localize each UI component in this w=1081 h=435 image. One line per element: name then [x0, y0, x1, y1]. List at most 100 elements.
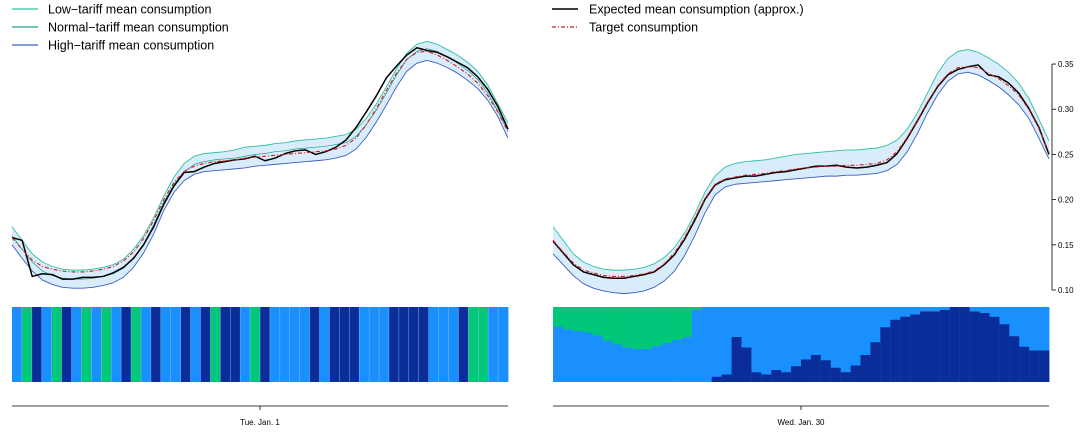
- share-high: [890, 319, 901, 382]
- y-axis: 0.10 0.15 0.20 0.25 0.30 0.35: [1051, 60, 1074, 295]
- tariff-bar-low: [51, 307, 62, 382]
- tariff-bar-normal: [160, 307, 172, 382]
- legend-label-expected: Expected mean consumption (approx.): [589, 3, 804, 17]
- share-high: [840, 372, 851, 382]
- tariff-bar-high: [180, 307, 191, 382]
- share-normal: [801, 307, 812, 382]
- tariff-bar-high: [329, 307, 340, 382]
- panel-right: [552, 49, 1050, 382]
- tariff-bar-normal: [299, 307, 310, 382]
- tariff-bar-normal: [438, 307, 449, 382]
- share-low: [662, 307, 673, 343]
- share-normal: [572, 307, 584, 382]
- legend-item-low: Low−tariff mean consumption: [12, 3, 211, 17]
- tariff-bar-low: [81, 307, 92, 382]
- share-normal: [553, 307, 564, 382]
- legend-right: Expected mean consumption (approx.) Targ…: [552, 3, 804, 35]
- share-normal: [681, 307, 693, 382]
- share-normal: [691, 307, 703, 382]
- share-high: [949, 307, 961, 382]
- share-high: [870, 342, 881, 382]
- tariff-bar-high: [31, 307, 43, 382]
- share-normal: [781, 307, 792, 382]
- legend-label-target: Target consumption: [589, 21, 698, 35]
- share-high: [731, 337, 742, 382]
- tariff-bar-normal: [111, 307, 122, 382]
- tariff-bar-high: [61, 307, 72, 382]
- date-label-right: Wed. Jan. 30: [778, 418, 826, 427]
- y-tick-label: 0.35: [1058, 60, 1074, 69]
- tariff-bar-low: [250, 307, 261, 382]
- tariff-bar-normal: [289, 307, 301, 382]
- share-high: [1009, 336, 1020, 382]
- tariff-bar-normal: [91, 307, 102, 382]
- tariff-bar-high: [418, 307, 430, 382]
- tariff-bar-normal: [379, 307, 390, 382]
- share-low: [622, 307, 633, 348]
- share-high: [791, 366, 802, 382]
- tariff-bar-high: [260, 307, 271, 382]
- share-low: [652, 307, 663, 346]
- share-high: [1029, 350, 1040, 382]
- y-tick-label: 0.20: [1058, 196, 1074, 205]
- share-high: [830, 367, 842, 382]
- share-high: [969, 311, 980, 382]
- share-high: [1019, 346, 1030, 382]
- share-high: [880, 327, 891, 382]
- share-low: [642, 307, 653, 349]
- tariff-bar-high: [408, 307, 420, 382]
- share-high: [989, 316, 1000, 382]
- tariff-bar-high: [150, 307, 162, 382]
- tariff-bar-low: [210, 307, 221, 382]
- tariff-bar-normal: [170, 307, 182, 382]
- tariff-bar-normal: [319, 307, 330, 382]
- tariff-bar-high: [339, 307, 350, 382]
- panel-left: [11, 40, 509, 382]
- share-normal: [791, 307, 802, 382]
- high-tariff-line: [552, 71, 1050, 295]
- share-normal: [662, 307, 673, 382]
- share-low: [553, 307, 564, 327]
- share-low: [612, 307, 623, 345]
- tariff-bar-high: [309, 307, 320, 382]
- legend-item-target: Target consumption: [552, 21, 698, 35]
- legend-item-normal: Normal−tariff mean consumption: [12, 21, 229, 35]
- y-tick-label: 0.15: [1058, 241, 1074, 250]
- share-high: [741, 347, 752, 382]
- share-high: [929, 311, 941, 382]
- tariff-bar-high: [458, 307, 469, 382]
- tariff-bar-high: [200, 307, 211, 382]
- date-axis-right: Wed. Jan. 30: [553, 405, 1049, 427]
- share-normal: [820, 307, 832, 382]
- target-consumption-line: [11, 50, 509, 273]
- tariff-bar-low: [131, 307, 142, 382]
- share-normal: [741, 307, 752, 382]
- share-low: [562, 307, 574, 330]
- tariff-bar-low: [101, 307, 112, 382]
- legend-label-high: High−tariff mean consumption: [48, 39, 214, 53]
- share-normal: [672, 307, 683, 382]
- share-high: [801, 359, 812, 382]
- share-normal: [830, 307, 842, 382]
- share-low: [602, 307, 613, 341]
- share-high: [979, 313, 990, 382]
- share-normal: [701, 307, 713, 382]
- tariff-bar-normal: [498, 307, 509, 382]
- share-high: [751, 372, 762, 382]
- tariff-bar-high: [121, 307, 132, 382]
- share-high: [820, 360, 832, 382]
- share-normal: [721, 307, 732, 382]
- date-axis-left: Tue. Jan. 1: [12, 405, 508, 427]
- share-high: [900, 316, 911, 382]
- legend-item-expected: Expected mean consumption (approx.): [552, 3, 804, 17]
- share-normal: [602, 307, 613, 382]
- share-low: [582, 307, 594, 333]
- target-consumption-line: [552, 66, 1050, 277]
- tariff-bar-normal: [448, 307, 459, 382]
- tariff-range-band: [12, 41, 508, 289]
- share-low: [672, 307, 683, 340]
- share-normal: [771, 307, 782, 382]
- tariff-bar-low: [478, 307, 489, 382]
- share-high: [1039, 350, 1050, 382]
